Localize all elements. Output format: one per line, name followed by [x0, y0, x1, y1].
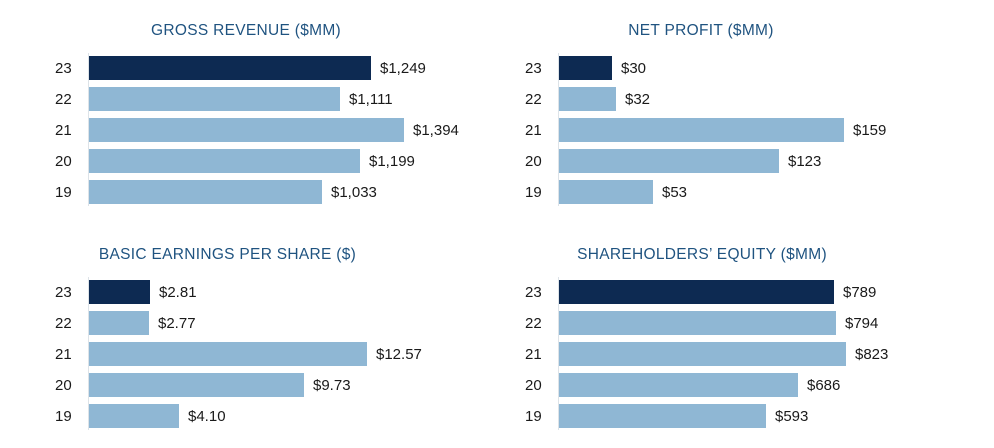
year-label: 22: [525, 314, 542, 332]
year-label: 23: [525, 283, 542, 301]
value-label: $794: [845, 314, 879, 332]
value-label: $12.57: [376, 345, 422, 363]
year-label: 19: [55, 407, 72, 425]
year-label: 22: [55, 90, 72, 108]
value-label: $2.77: [158, 314, 196, 332]
year-label: 21: [55, 121, 72, 139]
value-label: $53: [662, 183, 688, 201]
value-label: $9.73: [313, 376, 351, 394]
bar-rows: 23 $30 22 $32 21 $159 20 $123 19 $53: [525, 53, 994, 206]
bar: [558, 342, 846, 366]
year-label: 19: [525, 183, 542, 201]
value-label: $32: [625, 90, 651, 108]
value-label: $1,394: [413, 121, 459, 139]
bar: [558, 87, 616, 111]
value-label: $823: [855, 345, 889, 363]
bar: [558, 180, 653, 204]
bar-row: 19 $53: [525, 180, 994, 204]
bar-rows: 23 $1,249 22 $1,111 21 $1,394 20 $1,199 19 $1,033: [55, 53, 497, 206]
bar: [558, 311, 836, 335]
chart-shareholders-equity: SHAREHOLDERS’ EQUITY ($MM) 23 $789 22 $794 2…: [497, 224, 994, 448]
bar: [88, 56, 371, 80]
value-label: $686: [807, 376, 841, 394]
year-label: 22: [55, 314, 72, 332]
bar-row: 22 $32: [525, 87, 994, 111]
bar: [558, 118, 844, 142]
bar-row: 19 $4.10: [55, 404, 497, 428]
bar: [88, 280, 150, 304]
chart-title: SHAREHOLDERS’ EQUITY ($MM): [577, 246, 827, 263]
bar: [558, 149, 779, 173]
chart-gross-revenue: GROSS REVENUE ($MM) 23 $1,249 22 $1,111 21 $1…: [0, 0, 497, 224]
year-label: 20: [525, 152, 542, 170]
value-label: $2.81: [159, 283, 197, 301]
value-label: $30: [621, 59, 647, 77]
value-label: $1,111: [349, 90, 393, 108]
bar-row: 20 $9.73: [55, 373, 497, 397]
year-label: 23: [55, 283, 72, 301]
year-label: 20: [55, 376, 72, 394]
bar-row: 21 $159: [525, 118, 994, 142]
bar-row: 22 $1,111: [55, 87, 497, 111]
value-label: $789: [843, 283, 877, 301]
value-label: $1,033: [331, 183, 377, 201]
bar: [88, 180, 322, 204]
bar-rows: 23 $789 22 $794 21 $823 20 $686 19 $593: [525, 277, 994, 430]
bar-row: 21 $1,394: [55, 118, 497, 142]
value-label: $1,199: [369, 152, 415, 170]
bar: [558, 56, 612, 80]
bar-row: 20 $123: [525, 149, 994, 173]
bar: [558, 280, 834, 304]
bar: [88, 311, 149, 335]
bar-row: 20 $1,199: [55, 149, 497, 173]
year-label: 20: [55, 152, 72, 170]
year-label: 20: [525, 376, 542, 394]
bar: [88, 118, 404, 142]
year-label: 23: [55, 59, 72, 77]
year-label: 21: [55, 345, 72, 363]
chart-title: GROSS REVENUE ($MM): [151, 22, 341, 39]
bar: [558, 404, 766, 428]
chart-basic-eps: BASIC EARNINGS PER SHARE ($) 23 $2.81 22 $2…: [0, 224, 497, 448]
bar-row: 22 $794: [525, 311, 994, 335]
value-label: $123: [788, 152, 822, 170]
chart-net-profit: NET PROFIT ($MM) 23 $30 22 $32 21 $159 20 $123 1…: [497, 0, 994, 224]
year-label: 19: [525, 407, 542, 425]
value-label: $1,249: [380, 59, 426, 77]
bar-row: 20 $686: [525, 373, 994, 397]
bar-row: 23 $30: [525, 56, 994, 80]
value-label: $159: [853, 121, 887, 139]
bar-row: 21 $823: [525, 342, 994, 366]
bar-row: 23 $2.81: [55, 280, 497, 304]
bar-row: 22 $2.77: [55, 311, 497, 335]
bar-row: 19 $1,033: [55, 180, 497, 204]
bar-row: 23 $1,249: [55, 56, 497, 80]
bar: [88, 87, 340, 111]
bar-rows: 23 $2.81 22 $2.77 21 $12.57 20 $9.73 19 $4.10: [55, 277, 497, 430]
year-label: 21: [525, 121, 542, 139]
bar-row: 19 $593: [525, 404, 994, 428]
year-label: 19: [55, 183, 72, 201]
bar-row: 21 $12.57: [55, 342, 497, 366]
bar: [88, 404, 179, 428]
chart-title: BASIC EARNINGS PER SHARE ($): [98, 246, 357, 263]
bar: [558, 373, 798, 397]
bar: [88, 149, 360, 173]
bar: [88, 342, 367, 366]
year-label: 23: [525, 59, 542, 77]
bar: [88, 373, 304, 397]
bar-row: 23 $789: [525, 280, 994, 304]
year-label: 21: [525, 345, 542, 363]
value-label: $4.10: [188, 407, 226, 425]
chart-title: NET PROFIT ($MM): [628, 22, 774, 39]
value-label: $593: [775, 407, 809, 425]
year-label: 22: [525, 90, 542, 108]
